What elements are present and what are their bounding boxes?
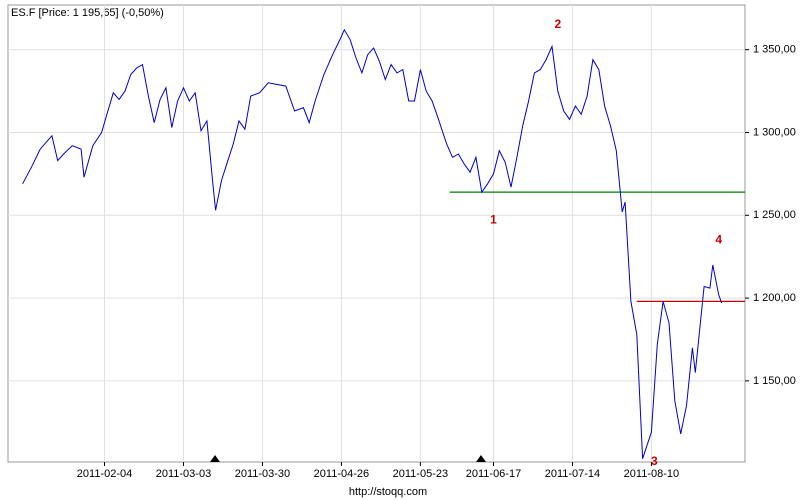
annotation: 3 <box>651 454 658 468</box>
y-tick-label: 1 350,00 <box>753 44 796 56</box>
plot-area <box>7 4 746 463</box>
y-tick-label: 1 300,00 <box>753 126 796 138</box>
annotation: 2 <box>554 17 561 31</box>
annotation: 4 <box>715 232 722 246</box>
footer: http://stoqq.com <box>349 486 427 498</box>
x-tick-label: 2011-02-04 <box>77 468 132 480</box>
x-tick-label: 2011-08-10 <box>624 468 679 480</box>
marker <box>210 455 220 462</box>
x-tick-label: 2011-06-17 <box>466 468 521 480</box>
x-tick-label: 2011-05-23 <box>393 468 448 480</box>
y-tick-label: 1 150,00 <box>753 375 796 387</box>
y-tick-label: 1 200,00 <box>753 292 796 304</box>
price-line <box>22 28 723 459</box>
annotation: 1 <box>490 212 497 226</box>
x-tick-label: 2011-03-03 <box>156 468 211 480</box>
x-tick-label: 2011-07-14 <box>545 468 600 480</box>
chart-title: ES.F [Price: 1 195,65] (-0,50%) <box>11 7 164 19</box>
x-tick-label: 2011-04-26 <box>314 468 369 480</box>
marker <box>476 455 486 462</box>
x-tick-label: 2011-03-30 <box>235 468 290 480</box>
y-tick-label: 1 250,00 <box>753 209 796 221</box>
